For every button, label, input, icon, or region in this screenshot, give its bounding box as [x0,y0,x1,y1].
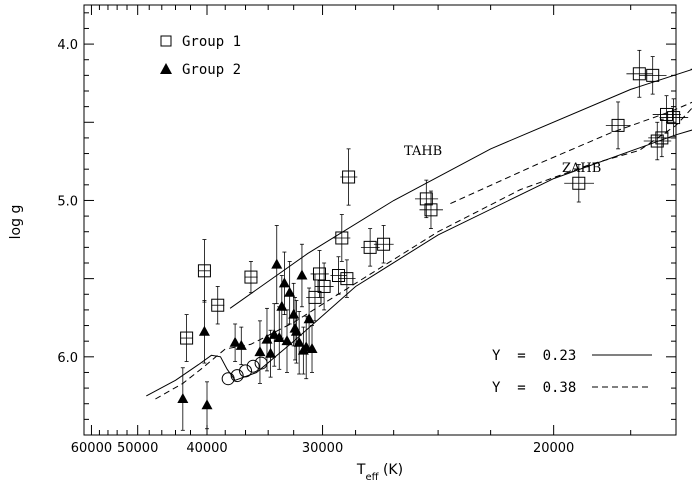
x-tick-label: 20000 [533,441,574,456]
group2-point [303,313,315,324]
open-circle-point [221,372,235,386]
legend: Group 1 Group 2 [160,34,241,78]
group1-point [363,240,377,254]
group2-point [201,399,213,410]
group2-point [271,258,283,269]
group1-point [632,67,646,81]
group2-point [177,393,189,404]
y-tick-label: 4.0 [57,38,78,53]
group1-point [317,279,331,293]
group1-point [331,269,345,283]
model-curves [146,68,692,400]
group2-point [268,328,280,339]
open-circle-point [230,369,244,383]
model-curve [229,68,692,309]
x-tick-label: 40000 [186,441,227,456]
group2-point [254,346,266,357]
group2-point [297,344,309,355]
group1-point [340,272,354,286]
group2-point [296,269,308,280]
line-legend-label-dashed: Y = 0.38 [492,380,576,396]
group2-point [276,300,288,311]
x-axis-label-main: T [356,462,366,478]
legend-square-marker [160,35,172,47]
group1-point [335,231,349,245]
group2-point [261,333,273,344]
group2-point [198,325,210,336]
model-curve [155,107,692,400]
open-circle-point [246,359,260,373]
group1-point [646,68,660,82]
group2-point [293,336,305,347]
group2-point [273,332,285,343]
group1-point [611,118,625,132]
x-axis-label: Teff (K) [356,462,403,483]
group1-point [180,331,194,345]
group1-point [424,203,438,217]
y-tick-label: 5.0 [57,194,78,209]
axis-ticks: 60000 50000 40000 30000 20000 4.0 5.0 6.0 [57,5,676,456]
annotation-zahb: ZAHB [562,161,601,176]
model-curve [146,129,692,397]
group2-point [306,343,318,353]
group1-point [655,131,669,145]
data-points [177,49,692,431]
group2-point [229,336,241,347]
line-legend-label-solid: Y = 0.23 [492,348,576,364]
group2-point [289,322,301,333]
open-circle-point [254,356,268,370]
group1-point [660,107,674,121]
open-circle-point [239,364,253,378]
group2-point [235,339,247,350]
group2-point [284,286,296,297]
group2-point [278,277,290,288]
group1-point [197,264,211,278]
x-tick-label: 50000 [117,441,158,456]
group2-point [281,335,293,346]
y-axis-label: log g [8,205,24,240]
x-tick-label: 30000 [302,441,343,456]
group2-point [265,347,277,358]
group1-point [377,237,391,251]
model-curve [450,101,692,205]
legend-label-group-2: Group 2 [182,62,241,78]
legend-label-group-1: Group 1 [182,34,241,50]
group1-point [572,176,586,190]
y-tick-label: 6.0 [57,351,78,366]
annotation-tahb: TAHB [404,144,442,159]
group1-point [211,298,225,312]
plot-frame [83,4,677,436]
x-axis-label-unit: (K) [379,462,404,478]
line-legend: Y = 0.23 Y = 0.38 [492,348,652,396]
x-axis-label-sub: eff [365,472,379,483]
x-tick-label: 60000 [71,441,112,456]
group1-point [342,170,356,184]
group1-point [244,270,258,284]
group1-point [667,111,681,125]
group1-point [650,134,664,148]
group1-point [419,192,433,206]
legend-triangle-marker [160,63,172,74]
